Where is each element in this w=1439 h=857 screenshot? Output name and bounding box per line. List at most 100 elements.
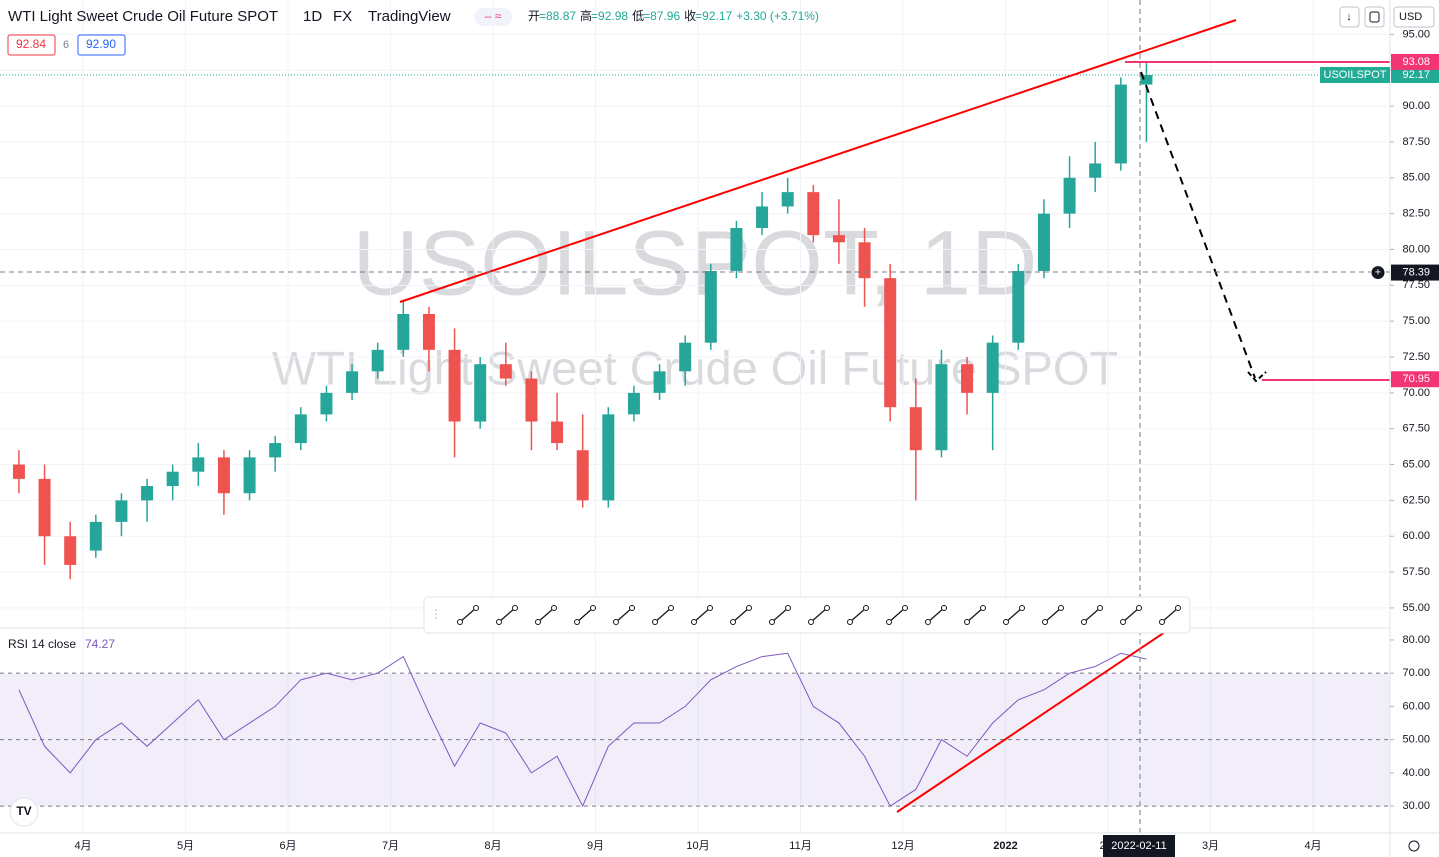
tool-glyph [498,607,516,623]
candle-body [1012,270,1025,343]
candle-body [602,414,615,501]
y-tick-label: 67.50 [1402,423,1430,435]
y-tick-label: 40.00 [1402,767,1430,779]
candle-body [448,349,461,422]
y-tick-label: 55.00 [1402,602,1430,614]
tool-glyph-dot [691,619,697,625]
tool-glyph [1044,607,1062,623]
tool-glyph-dot [590,605,596,611]
candle-body [832,235,845,243]
y-tick-label: 70.00 [1402,387,1430,399]
y-tick-label: 95.00 [1402,28,1430,40]
y-tick-label: 85.00 [1402,172,1430,184]
symbol: WTI Light Sweet Crude Oil Future SPOT [8,8,278,25]
y-tick-label: 70.00 [1402,667,1430,679]
candle-body [781,192,794,207]
tool-glyph-dot [730,619,736,625]
tool-glyph [1161,607,1179,623]
candle-body [89,521,102,551]
tool-glyph-dot [980,605,986,611]
x-tick-label: 5月 [177,840,194,852]
rsi-legend: RSI 14 close 74.27 [8,637,115,651]
scroll-button[interactable] [1339,6,1360,28]
candle-body [371,349,384,372]
tool-glyph-dot [863,605,869,611]
tool-glyph-dot [824,605,830,611]
candle-body [1037,213,1050,271]
crosshair-add-icon [1370,265,1386,281]
tool-glyph [615,607,633,623]
watermark-symbol: USOILSPOT, 1D [352,212,1037,314]
tool-glyph-dot [1136,605,1142,611]
x-tick-label: 4月 [74,840,91,852]
tool-glyph [576,607,594,623]
ohlc-label: 收 [684,9,696,23]
x-tick-label: 6月 [279,840,296,852]
candle-body [756,206,769,228]
ohlc-label: 低 [632,9,644,23]
settings-icon[interactable] [1408,840,1420,852]
tool-glyph [654,607,672,623]
ohlc-value: =92.17 [695,9,732,23]
rsi-trend-line[interactable] [896,631,1166,813]
price-label: 70.95 [1402,373,1430,385]
tool-glyph [849,607,867,623]
y-tick-label: 77.50 [1402,279,1430,291]
candle-body [346,371,359,393]
tool-glyph [732,607,750,623]
crosshair-date: 2022-02-11 [1111,840,1166,852]
price-label-box [1391,371,1439,388]
y-tick-label: 82.50 [1402,208,1430,220]
ohlc-value: =92.98 [591,9,628,23]
tool-glyph-dot [886,619,892,625]
tool-glyph-dot [785,605,791,611]
crosshair-date-box [1103,835,1175,857]
candle-body [12,464,25,479]
tool-glyph-dot [512,605,518,611]
watermark: USOILSPOT, 1D WTI Light Sweet Crude Oil … [272,212,1118,394]
trend-line[interactable] [399,19,1237,303]
y-tick-label: 30.00 [1402,800,1430,812]
candle-body [576,450,589,501]
candle-body [64,536,77,565]
arrow-head [1247,371,1267,383]
ask-box[interactable] [77,34,126,56]
tool-glyph-dot [1159,619,1165,625]
candle-body [192,457,205,472]
y-tick-label: 80.00 [1402,634,1430,646]
axes: 95.0092.5090.0087.5085.0082.5080.0077.50… [74,28,1439,852]
ohlc-label: 高 [580,8,592,23]
reset-icon [1369,11,1380,23]
price-label: 92.17 [1402,69,1430,81]
currency-button[interactable] [1393,6,1435,28]
tool-glyph-dot [457,619,463,625]
ohlc-value: =88.87 [539,9,576,23]
price-label-box [1391,264,1439,281]
candle-body [986,342,999,393]
tool-glyph-dot [613,619,619,625]
tool-glyph-dot [847,619,853,625]
x-tick-label: 2022 [993,840,1017,852]
tool-glyph-dot [535,619,541,625]
ask: 92.90 [86,37,116,51]
x-tick-label: 7月 [382,840,399,852]
candle-body [858,242,871,279]
candle-body [397,314,410,350]
tool-glyph-dot [902,605,908,611]
candle-body [1140,74,1153,85]
candle-body [525,378,538,422]
reset-button[interactable] [1364,6,1385,28]
tool-glyph-dot [941,605,947,611]
logo-badge[interactable] [9,797,39,827]
tool-glyph-dot [574,619,580,625]
symbol-label-box [1320,66,1390,83]
rsi-name: RSI 14 close [8,637,76,651]
candle-body [243,457,256,494]
price-label-box [1391,66,1439,83]
candle-body [217,457,230,494]
bid-box[interactable] [7,34,56,56]
status-badge[interactable] [474,8,512,26]
rsi-value: 74.27 [85,637,115,651]
projection-line[interactable] [1140,71,1256,379]
price-label: 93.08 [1402,56,1430,68]
